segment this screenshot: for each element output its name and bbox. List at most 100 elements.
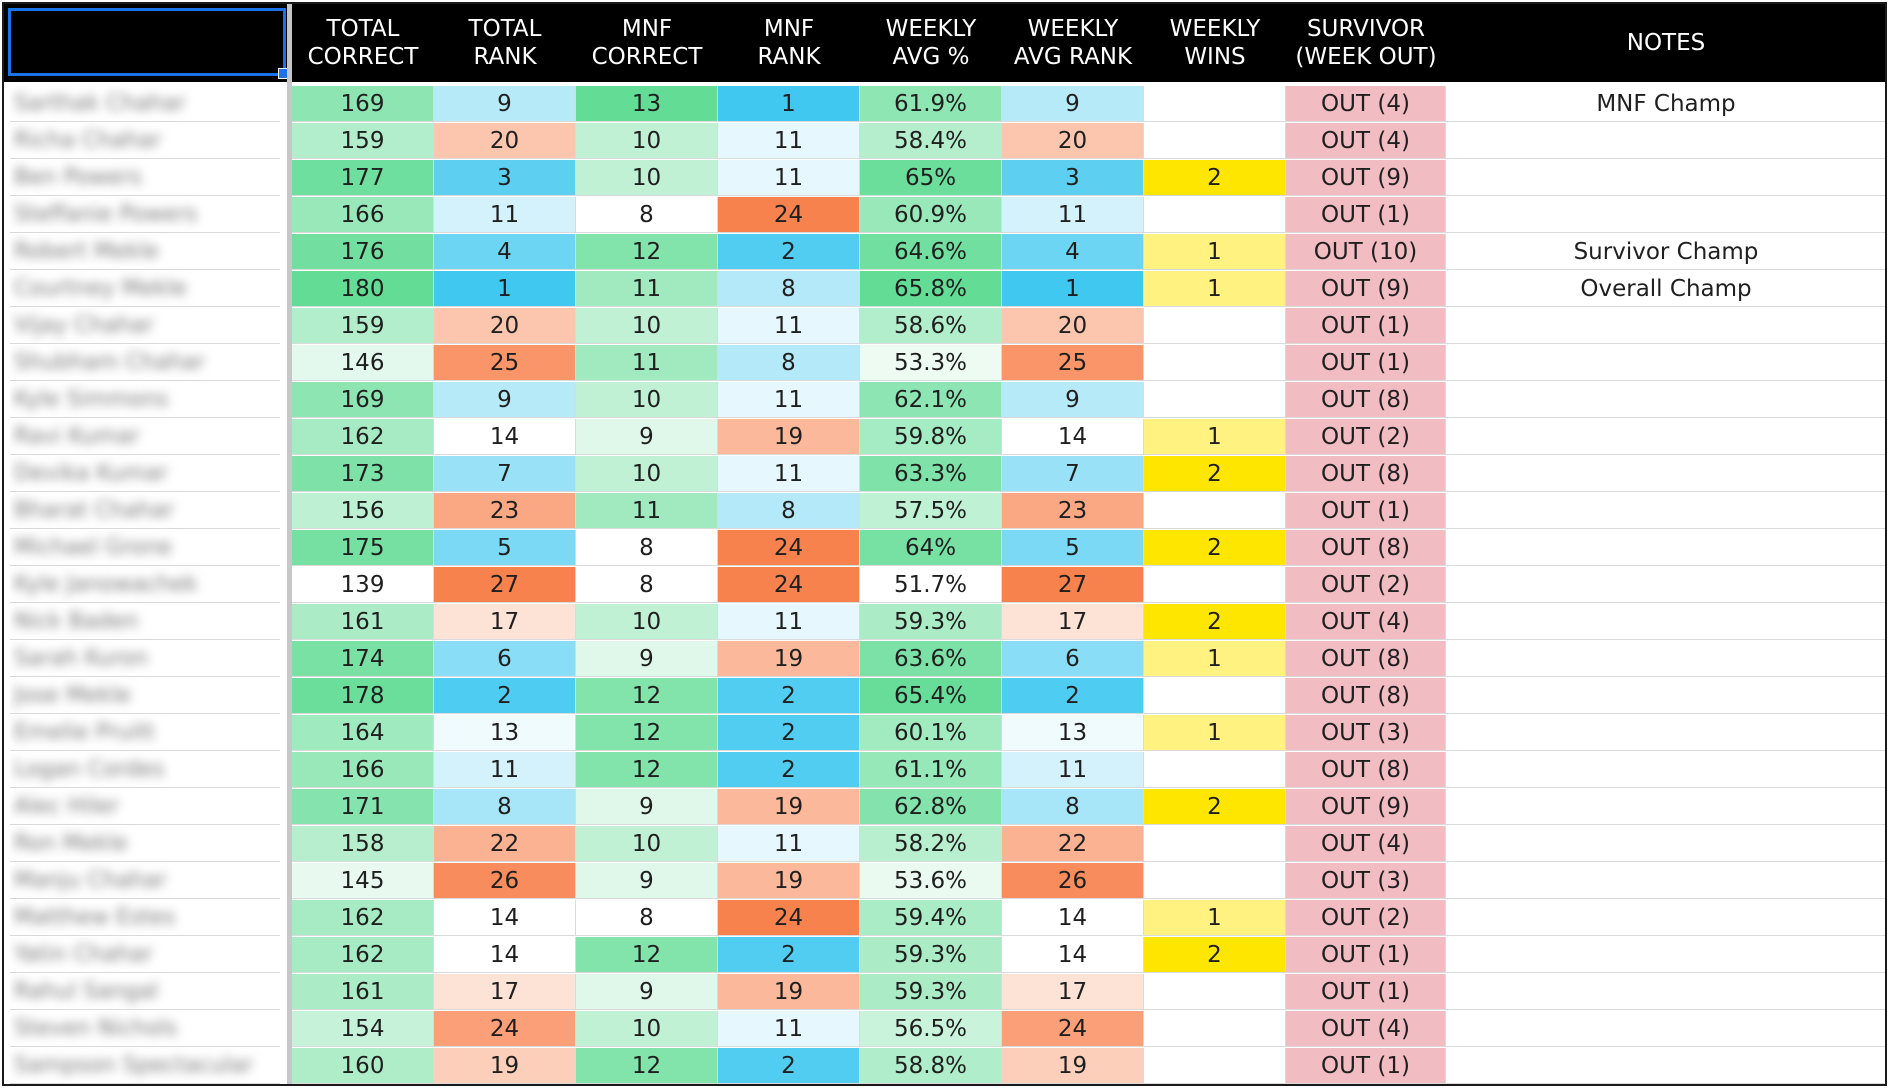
player-name-cell[interactable]: Steven Nichols	[10, 1011, 280, 1047]
cell-weekly-avg-rank[interactable]: 13	[1002, 715, 1144, 751]
cell-weekly-avg[interactable]: 58.4%	[860, 123, 1002, 159]
cell-survivor[interactable]: OUT (2)	[1286, 900, 1446, 936]
frozen-column-divider[interactable]	[287, 4, 292, 1084]
cell-weekly-avg[interactable]: 61.1%	[860, 752, 1002, 788]
cell-mnf-rank[interactable]: 19	[718, 419, 860, 455]
cell-weekly-avg-rank[interactable]: 11	[1002, 752, 1144, 788]
cell-total-rank[interactable]: 2	[434, 678, 576, 714]
cell-weekly-avg-rank[interactable]: 6	[1002, 641, 1144, 677]
player-name-cell[interactable]: Vijay Chahar	[10, 308, 280, 344]
cell-mnf-rank[interactable]: 19	[718, 974, 860, 1010]
cell-mnf-rank[interactable]: 2	[718, 715, 860, 751]
cell-total-correct[interactable]: 159	[292, 123, 434, 159]
cell-total-correct[interactable]: 161	[292, 604, 434, 640]
cell-total-rank[interactable]: 3	[434, 160, 576, 196]
cell-total-correct[interactable]: 171	[292, 789, 434, 825]
cell-survivor[interactable]: OUT (4)	[1286, 604, 1446, 640]
cell-mnf-rank[interactable]: 2	[718, 234, 860, 270]
cell-weekly-avg-rank[interactable]: 14	[1002, 419, 1144, 455]
cell-total-rank[interactable]: 19	[434, 1048, 576, 1084]
cell-total-correct[interactable]: 175	[292, 530, 434, 566]
cell-survivor[interactable]: OUT (1)	[1286, 197, 1446, 233]
cell-weekly-wins[interactable]: 1	[1144, 900, 1286, 936]
cell-notes[interactable]	[1446, 345, 1885, 381]
cell-mnf-correct[interactable]: 8	[576, 197, 718, 233]
cell-survivor[interactable]: OUT (2)	[1286, 567, 1446, 603]
cell-weekly-wins[interactable]	[1144, 86, 1286, 122]
cell-weekly-wins[interactable]: 2	[1144, 789, 1286, 825]
cell-weekly-avg[interactable]: 61.9%	[860, 86, 1002, 122]
cell-weekly-avg[interactable]: 65.8%	[860, 271, 1002, 307]
cell-weekly-wins[interactable]	[1144, 974, 1286, 1010]
cell-weekly-avg[interactable]: 58.8%	[860, 1048, 1002, 1084]
cell-weekly-avg[interactable]: 57.5%	[860, 493, 1002, 529]
name-header-cell-selected[interactable]	[8, 8, 289, 79]
cell-weekly-wins[interactable]: 2	[1144, 456, 1286, 492]
cell-total-correct[interactable]: 145	[292, 863, 434, 899]
cell-weekly-wins[interactable]	[1144, 197, 1286, 233]
cell-total-rank[interactable]: 6	[434, 641, 576, 677]
cell-mnf-rank[interactable]: 2	[718, 752, 860, 788]
cell-total-correct[interactable]: 159	[292, 308, 434, 344]
cell-notes[interactable]	[1446, 678, 1885, 714]
cell-mnf-rank[interactable]: 24	[718, 530, 860, 566]
cell-survivor[interactable]: OUT (8)	[1286, 641, 1446, 677]
cell-weekly-wins[interactable]: 1	[1144, 234, 1286, 270]
cell-mnf-correct[interactable]: 10	[576, 826, 718, 862]
cell-weekly-avg[interactable]: 63.6%	[860, 641, 1002, 677]
cell-total-correct[interactable]: 158	[292, 826, 434, 862]
player-name-cell[interactable]: Bharat Chahar	[10, 493, 280, 529]
cell-weekly-wins[interactable]: 1	[1144, 419, 1286, 455]
cell-mnf-rank[interactable]: 11	[718, 123, 860, 159]
cell-mnf-rank[interactable]: 19	[718, 641, 860, 677]
cell-total-correct[interactable]: 174	[292, 641, 434, 677]
cell-notes[interactable]	[1446, 826, 1885, 862]
cell-mnf-correct[interactable]: 12	[576, 715, 718, 751]
cell-notes[interactable]	[1446, 308, 1885, 344]
cell-survivor[interactable]: OUT (4)	[1286, 826, 1446, 862]
cell-survivor[interactable]: OUT (1)	[1286, 1048, 1446, 1084]
cell-total-rank[interactable]: 5	[434, 530, 576, 566]
cell-weekly-wins[interactable]	[1144, 308, 1286, 344]
player-name-cell[interactable]: Rahul Sangal	[10, 974, 280, 1010]
cell-mnf-correct[interactable]: 10	[576, 382, 718, 418]
cell-weekly-avg-rank[interactable]: 17	[1002, 974, 1144, 1010]
cell-weekly-avg[interactable]: 59.3%	[860, 974, 1002, 1010]
cell-notes[interactable]	[1446, 567, 1885, 603]
cell-weekly-avg[interactable]: 58.6%	[860, 308, 1002, 344]
player-name-cell[interactable]: Matthew Estes	[10, 900, 280, 936]
cell-total-correct[interactable]: 162	[292, 419, 434, 455]
cell-survivor[interactable]: OUT (4)	[1286, 123, 1446, 159]
cell-total-rank[interactable]: 27	[434, 567, 576, 603]
player-name-cell[interactable]: Emelie Pruitt	[10, 715, 280, 751]
cell-weekly-avg[interactable]: 59.8%	[860, 419, 1002, 455]
cell-mnf-rank[interactable]: 2	[718, 678, 860, 714]
cell-weekly-avg[interactable]: 59.3%	[860, 604, 1002, 640]
header-weekly-avg[interactable]: WEEKLY AVG %	[885, 16, 977, 70]
cell-mnf-rank[interactable]: 11	[718, 308, 860, 344]
header-mnf-correct[interactable]: MNF CORRECT	[591, 16, 703, 70]
cell-notes[interactable]	[1446, 863, 1885, 899]
cell-mnf-correct[interactable]: 12	[576, 678, 718, 714]
cell-weekly-avg[interactable]: 63.3%	[860, 456, 1002, 492]
cell-survivor[interactable]: OUT (10)	[1286, 234, 1446, 270]
cell-weekly-wins[interactable]	[1144, 1011, 1286, 1047]
player-name-cell[interactable]: Sarah Kuron	[10, 641, 280, 677]
cell-mnf-correct[interactable]: 9	[576, 863, 718, 899]
cell-weekly-wins[interactable]	[1144, 678, 1286, 714]
cell-weekly-avg[interactable]: 62.8%	[860, 789, 1002, 825]
cell-total-rank[interactable]: 23	[434, 493, 576, 529]
cell-total-rank[interactable]: 17	[434, 974, 576, 1010]
player-name-cell[interactable]: Courtney Mekle	[10, 271, 280, 307]
cell-survivor[interactable]: OUT (8)	[1286, 752, 1446, 788]
cell-mnf-correct[interactable]: 10	[576, 123, 718, 159]
cell-mnf-rank[interactable]: 19	[718, 789, 860, 825]
cell-weekly-wins[interactable]: 1	[1144, 271, 1286, 307]
cell-notes[interactable]: Overall Champ	[1446, 271, 1885, 307]
player-name-cell[interactable]: Logan Cordes	[10, 752, 280, 788]
cell-weekly-avg-rank[interactable]: 2	[1002, 678, 1144, 714]
cell-mnf-rank[interactable]: 24	[718, 197, 860, 233]
cell-notes[interactable]	[1446, 123, 1885, 159]
cell-total-correct[interactable]: 169	[292, 86, 434, 122]
cell-survivor[interactable]: OUT (4)	[1286, 86, 1446, 122]
